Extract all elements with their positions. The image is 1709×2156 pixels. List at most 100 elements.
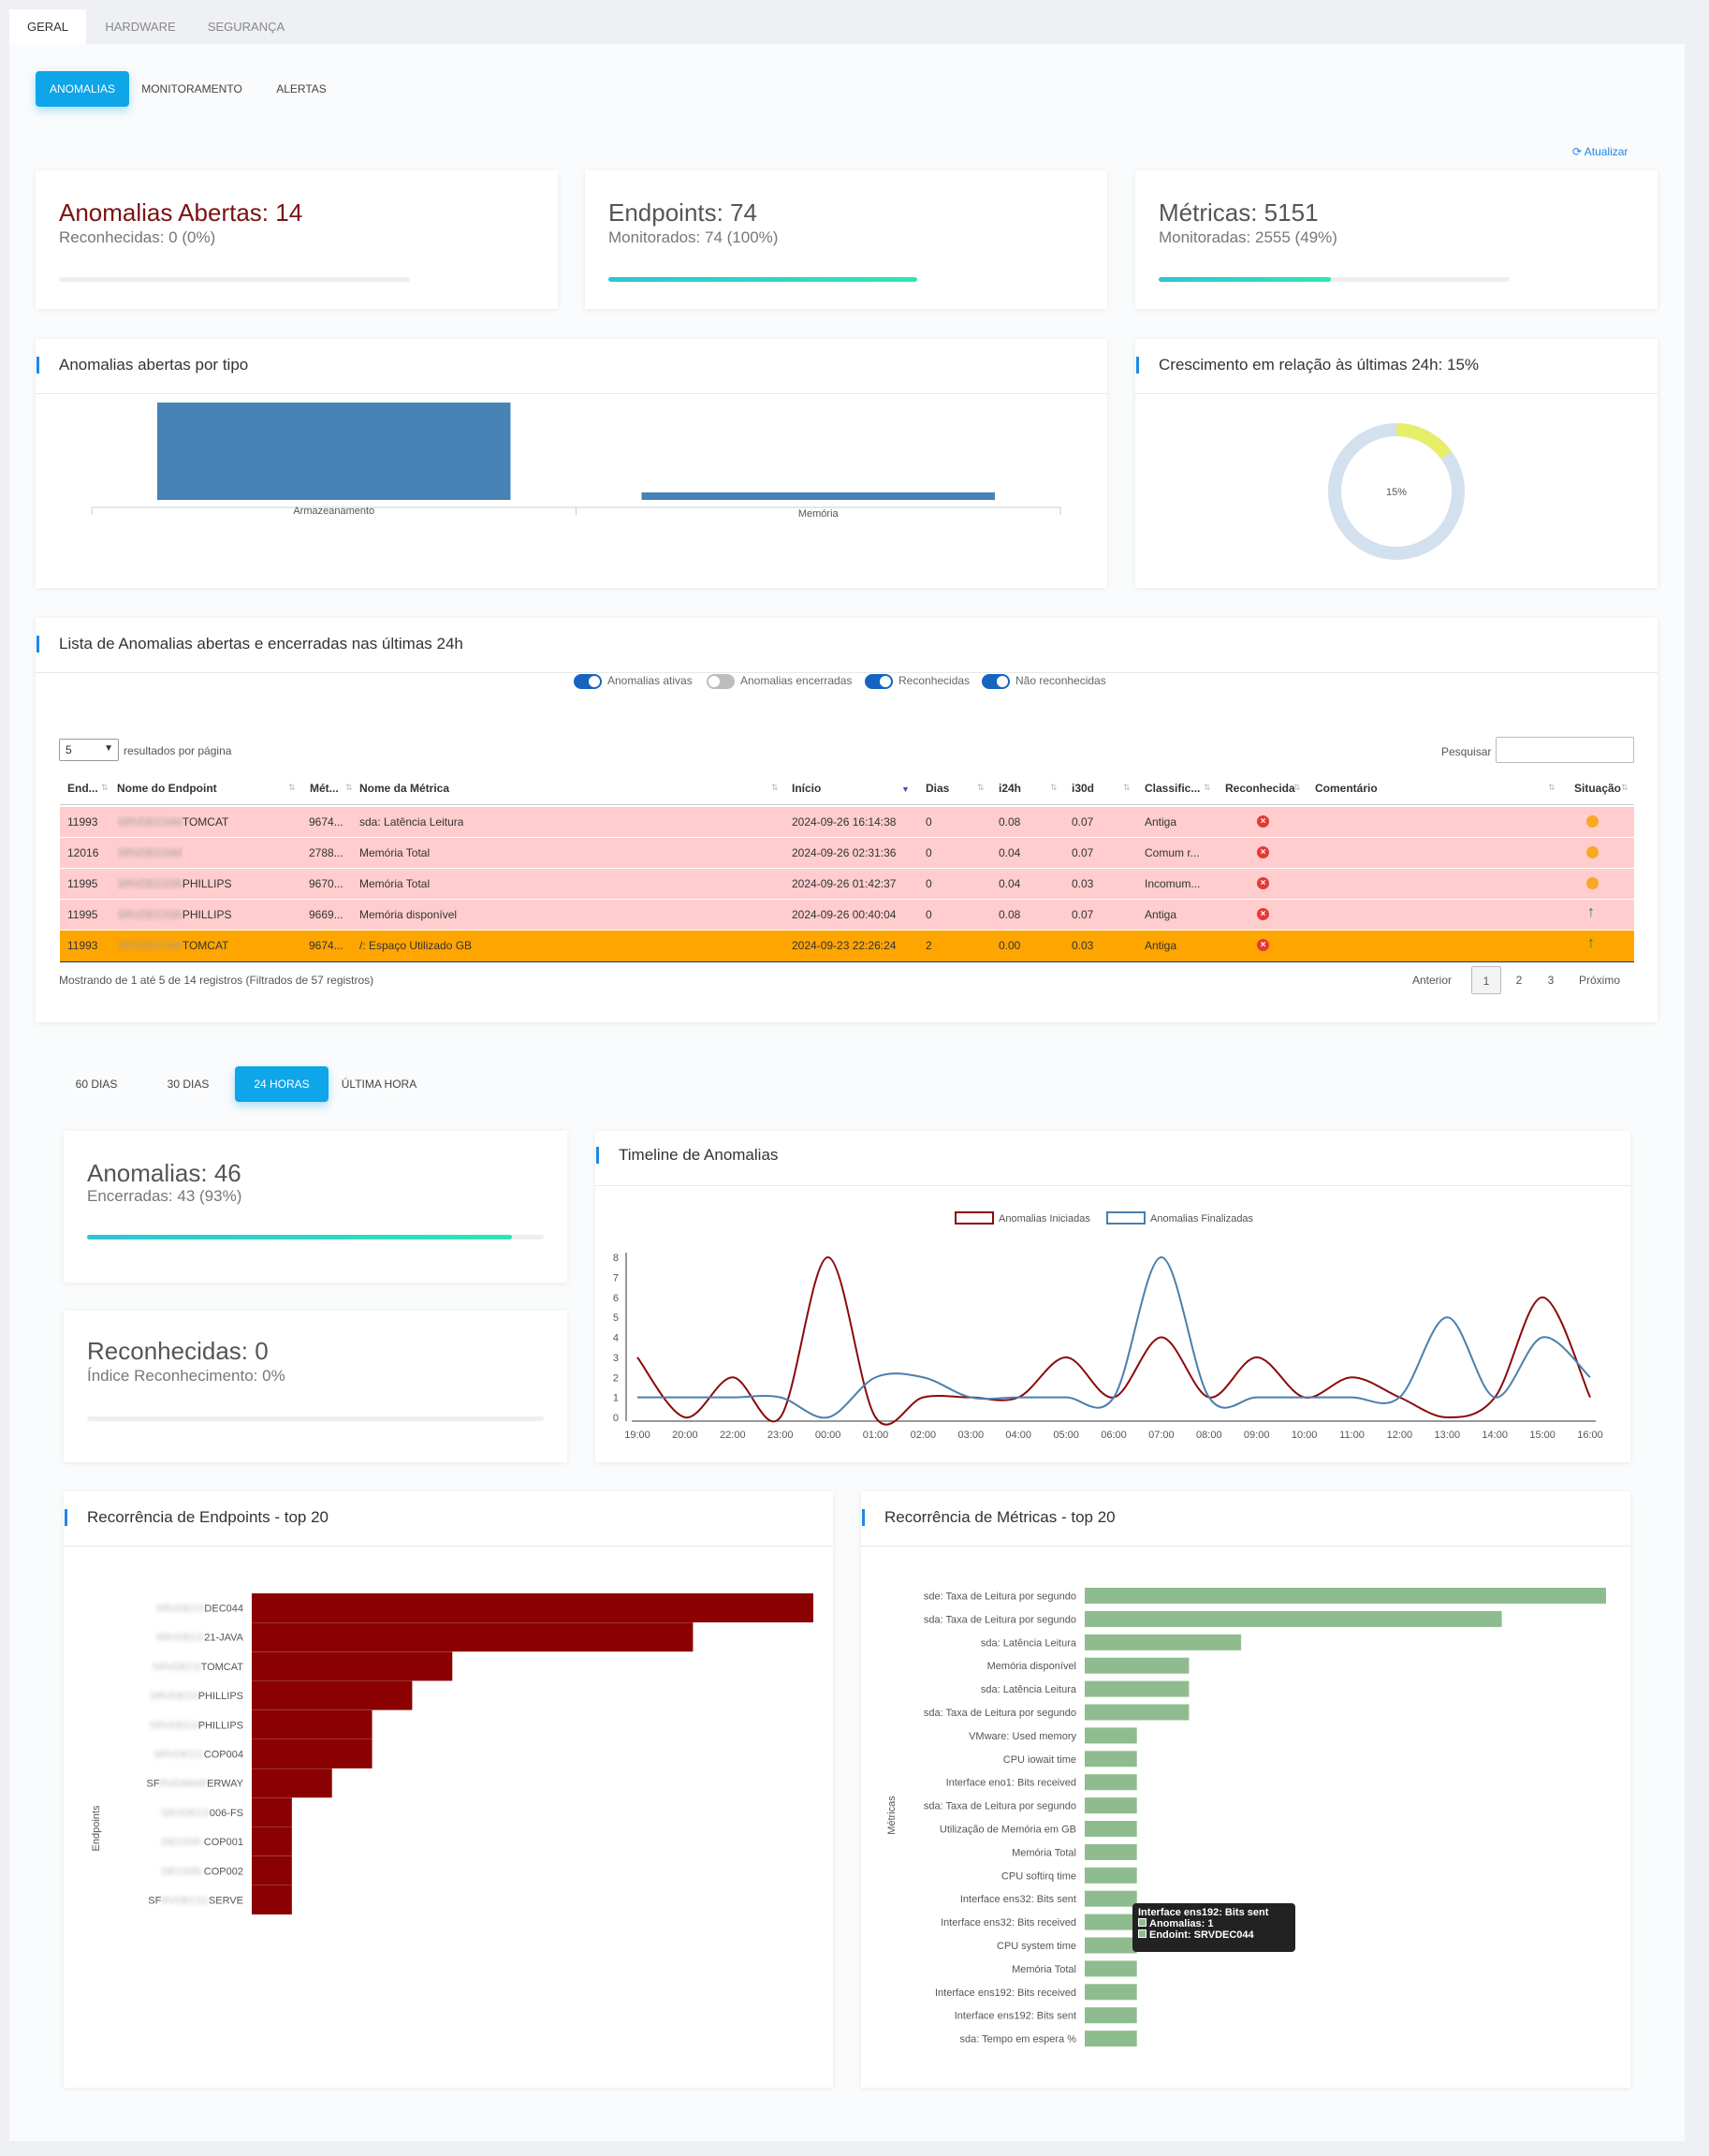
pager-proximo[interactable]: Próximo bbox=[1578, 974, 1620, 987]
cell-end: 12016 bbox=[67, 846, 99, 859]
bar-metrica-2[interactable] bbox=[1085, 1634, 1242, 1650]
subtab-anomalias[interactable]: ANOMALIAS bbox=[36, 71, 129, 107]
table-row[interactable]: 11993 sda: Latência Leitura 9674... 2024-09… bbox=[60, 807, 1634, 838]
table-row[interactable]: 11995 Memória Total 9670... 2024-09-26 01:4… bbox=[60, 869, 1634, 900]
bar-endpoint-9[interactable] bbox=[252, 1855, 292, 1885]
bar-endpoint-8[interactable] bbox=[252, 1826, 292, 1856]
bar-endpoint-10[interactable] bbox=[252, 1885, 292, 1914]
bar-metrica-4[interactable] bbox=[1085, 1680, 1190, 1697]
cell-i30d: 0.07 bbox=[1072, 846, 1094, 859]
period-tab-ultima-hora[interactable]: ÚLTIMA HORA bbox=[341, 1078, 417, 1091]
tab-geral[interactable]: GERAL bbox=[9, 9, 86, 44]
cell-end: 11993 bbox=[67, 939, 98, 952]
cell-i30d: 0.03 bbox=[1072, 939, 1094, 952]
toggle-nao-reconhecidas[interactable] bbox=[982, 674, 1010, 689]
cell-i24h: 0.04 bbox=[999, 877, 1021, 890]
cell-dias: 0 bbox=[926, 877, 932, 890]
category-label: SRVDEC0TOMCAT bbox=[153, 1662, 243, 1673]
search-input[interactable] bbox=[1496, 737, 1634, 763]
period-tab-60-dias[interactable]: 60 DIAS bbox=[75, 1078, 118, 1091]
legend-swatch bbox=[955, 1211, 994, 1225]
table-row[interactable]: 11993 /: Espaço Utilizado GB 9674... 2024-0… bbox=[60, 931, 1634, 961]
col-situacao[interactable]: Situação bbox=[1574, 782, 1622, 795]
col-comentario[interactable]: Comentário bbox=[1315, 782, 1378, 795]
bar-metrica-17[interactable] bbox=[1085, 1984, 1137, 2001]
periodo-anomalias-title: Anomalias: 46 bbox=[87, 1159, 241, 1187]
page-size-select[interactable]: 5 ▼ bbox=[59, 739, 119, 761]
cell-dias: 2 bbox=[926, 939, 932, 952]
bar-metrica-1[interactable] bbox=[1085, 1610, 1502, 1627]
period-tab-30-dias[interactable]: 30 DIAS bbox=[167, 1078, 210, 1091]
x-tick-label: 14:00 bbox=[1482, 1430, 1508, 1441]
pager-page-2[interactable]: 2 bbox=[1515, 974, 1523, 987]
bar-metrica-6[interactable] bbox=[1085, 1727, 1137, 1744]
col-dias[interactable]: Dias bbox=[926, 782, 950, 795]
bar-metrica-19[interactable] bbox=[1085, 2031, 1137, 2047]
series-line-1 bbox=[636, 1255, 1591, 1419]
x-tick-label: 11:00 bbox=[1339, 1430, 1365, 1441]
bar-metrica-10[interactable] bbox=[1085, 1821, 1137, 1837]
col-nome-endpoint[interactable]: Nome do Endpoint bbox=[117, 782, 217, 795]
col-nome-metrica[interactable]: Nome da Métrica bbox=[359, 782, 450, 795]
bar-metrica-12[interactable] bbox=[1085, 1867, 1137, 1884]
bar-metrica-14[interactable] bbox=[1085, 1914, 1137, 1930]
category-label: sda: Taxa de Leitura por segundo bbox=[924, 1801, 1076, 1812]
legend-label: Anomalias Finalizadas bbox=[1150, 1213, 1254, 1225]
tab-seguranca[interactable]: SEGURANÇA bbox=[207, 20, 285, 34]
refresh-button[interactable]: ⟳ Atualizar bbox=[1572, 145, 1628, 158]
subtab-alertas[interactable]: ALERTAS bbox=[276, 82, 327, 95]
col-classificacao[interactable]: Classific... bbox=[1145, 782, 1201, 795]
col-inicio[interactable]: Início bbox=[792, 782, 822, 795]
toggle-anomalias-ativas[interactable] bbox=[574, 674, 602, 689]
bar-metrica-15[interactable] bbox=[1085, 1937, 1137, 1954]
toggle-reconhecidas[interactable] bbox=[865, 674, 893, 689]
subtab-monitoramento[interactable]: MONITORAMENTO bbox=[141, 82, 242, 95]
periodo-anomalias-sub: Encerradas: 43 (93%) bbox=[87, 1187, 242, 1205]
bar-metrica-9[interactable] bbox=[1085, 1797, 1137, 1814]
bar-endpoint-5[interactable] bbox=[252, 1739, 372, 1768]
col-reconhecida[interactable]: Reconhecida bbox=[1225, 782, 1295, 795]
table-row[interactable]: 12016 Memória Total 2788... 2024-09-26 02:3… bbox=[60, 838, 1634, 869]
tab-hardware[interactable]: HARDWARE bbox=[105, 20, 176, 34]
col-i24h[interactable]: i24h bbox=[999, 782, 1022, 795]
pager-page-3[interactable]: 3 bbox=[1547, 974, 1555, 987]
kpi-endpoints-title: Endpoints: 74 bbox=[608, 198, 758, 227]
refresh-label: Atualizar bbox=[1584, 145, 1629, 158]
bar-endpoint-2[interactable] bbox=[252, 1651, 453, 1681]
bar-endpoint-6[interactable] bbox=[252, 1768, 332, 1798]
table-row[interactable]: 11995 Memória disponível 9669... 2024-09-26… bbox=[60, 900, 1634, 931]
bar-metrica-0[interactable] bbox=[1085, 1588, 1606, 1604]
sort-icon: ⇅ bbox=[977, 783, 985, 792]
pager-page-1[interactable]: 1 bbox=[1471, 966, 1501, 994]
cell-endpoint: SRVDEC044 bbox=[117, 846, 183, 859]
donut-slice bbox=[1328, 423, 1465, 560]
cell-endpoint-suffix: PHILLIPS bbox=[182, 908, 232, 921]
cell-met: 9674... bbox=[309, 815, 343, 829]
bar-metrica-11[interactable] bbox=[1085, 1843, 1137, 1860]
bar-endpoint-1[interactable] bbox=[252, 1622, 694, 1652]
bar-endpoint-4[interactable] bbox=[252, 1709, 372, 1739]
cell-end: 11993 bbox=[67, 815, 98, 829]
bar-endpoint-3[interactable] bbox=[252, 1680, 413, 1710]
pager-anterior[interactable]: Anterior bbox=[1411, 974, 1453, 987]
card-periodo-anomalias: Anomalias: 46 Encerradas: 43 (93%) bbox=[64, 1131, 567, 1283]
bar-metrica-18[interactable] bbox=[1085, 2007, 1137, 2024]
period-tab-24-horas[interactable]: 24 HORAS bbox=[235, 1066, 329, 1102]
cell-i24h: 0.08 bbox=[999, 815, 1021, 829]
bar-endpoint-7[interactable] bbox=[252, 1797, 292, 1827]
bar-metrica-7[interactable] bbox=[1085, 1751, 1137, 1767]
toggle-anomalias-encerradas[interactable] bbox=[707, 674, 735, 689]
bar-metrica-13[interactable] bbox=[1085, 1890, 1137, 1907]
bar-endpoint-0[interactable] bbox=[252, 1593, 813, 1622]
cell-inicio: 2024-09-26 00:40:04 bbox=[792, 908, 897, 921]
category-label: SFRVDEC01SERVE bbox=[148, 1896, 243, 1907]
y-axis-label: Endpoints bbox=[91, 1805, 102, 1851]
cell-met: 9669... bbox=[309, 908, 343, 921]
col-end[interactable]: End... bbox=[67, 782, 98, 795]
bar-metrica-3[interactable] bbox=[1085, 1657, 1190, 1674]
col-met[interactable]: Mét... bbox=[310, 782, 339, 795]
bar-metrica-8[interactable] bbox=[1085, 1774, 1137, 1791]
bar-metrica-5[interactable] bbox=[1085, 1704, 1190, 1721]
bar-metrica-16[interactable] bbox=[1085, 1960, 1137, 1977]
col-i30d[interactable]: i30d bbox=[1072, 782, 1095, 795]
